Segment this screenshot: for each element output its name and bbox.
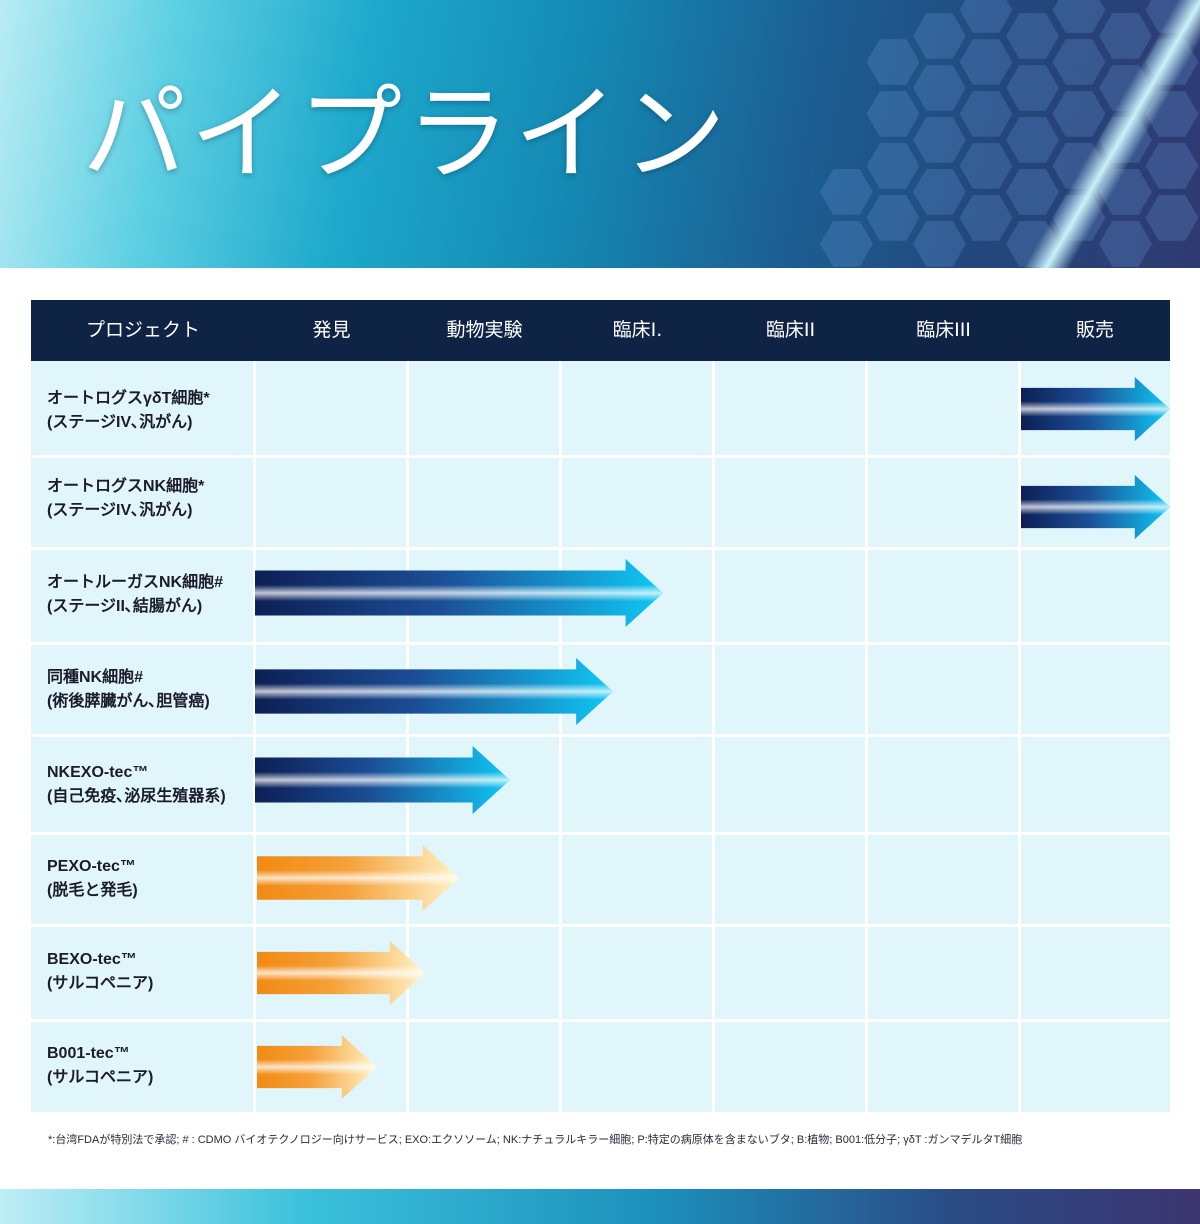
progress-arrow (255, 746, 510, 814)
project-indication: (サルコペニア) (47, 975, 154, 992)
hexagon-decoration (959, 0, 1013, 33)
project-name: BEXO-tec™ (サルコペニア) (47, 948, 153, 996)
hexagon-decoration (959, 39, 1013, 85)
project-title: BEXO-tec™ (47, 951, 137, 968)
pipeline-table: プロジェクト 発見 動物実験 臨床I. 臨床II 臨床III 販売 オートログス… (31, 300, 1170, 1112)
hexagon-decoration (866, 39, 920, 85)
arrow-sheen (1021, 475, 1170, 539)
hexagon-decoration (1052, 39, 1106, 85)
grid-line (31, 547, 1170, 550)
hexagon-decoration (1006, 65, 1059, 111)
project-name: PEXO-tec™ (脱毛と発毛) (47, 855, 138, 903)
footer-band-decoration (0, 1189, 1200, 1224)
column-header-clinical-1: 臨床I. (612, 319, 663, 341)
progress-arrow (257, 941, 425, 1005)
hexagon-decoration (866, 91, 920, 137)
project-title: オートルーガスNK細胞# (47, 574, 224, 591)
grid-line (31, 642, 1170, 645)
project-name: 同種NK細胞# (術後膵臓がん､胆管癌) (47, 666, 210, 714)
page-title: パイプライン (82, 73, 731, 195)
project-indication: (ステージIV､汎がん) (47, 414, 193, 431)
column-header-animal-study: 動物実験 (446, 319, 523, 341)
project-indication: (サルコペニア) (47, 1069, 154, 1086)
hexagon-decoration (1006, 13, 1059, 59)
hexagon-decoration (1006, 169, 1059, 215)
project-indication: (ステージII､結腸がん) (47, 598, 203, 615)
progress-arrow (1021, 377, 1170, 441)
hexagon-decoration (913, 13, 966, 59)
arrow-sheen (255, 658, 613, 725)
column-header-clinical-3: 臨床III (916, 319, 971, 341)
project-indication: (ステージIV､汎がん) (47, 502, 193, 519)
grid-line (31, 924, 1170, 927)
project-name: B001-tec™ (サルコペニア) (47, 1042, 153, 1090)
hexagon-decoration (913, 169, 966, 215)
project-indication: (自己免疫､泌尿生殖器系) (47, 788, 226, 805)
arrow-sheen (255, 559, 663, 627)
arrow-sheen (257, 845, 459, 911)
progress-arrow (1021, 475, 1170, 539)
hexagon-decoration (959, 195, 1013, 241)
project-name: オートルーガスNK細胞# (ステージII､結腸がん) (47, 571, 223, 619)
footnote: *:台湾FDAが特別法で承認; # : CDMO バイオテクノロジー向けサービス… (48, 1134, 1023, 1146)
header-banner: パイプライン (0, 0, 1200, 268)
progress-arrow (255, 559, 663, 627)
hexagon-decoration (959, 143, 1013, 189)
hexagon-decoration (1052, 0, 1106, 33)
project-name: オートログスNK細胞* (ステージIV､汎がん) (47, 475, 204, 523)
arrow-sheen (255, 746, 510, 814)
project-indication: (術後膵臓がん､胆管癌) (47, 693, 210, 710)
hexagon-decoration (820, 169, 873, 215)
project-title: NKEXO-tec™ (47, 764, 149, 781)
arrow-sheen (1021, 377, 1170, 441)
project-title: オートログスNK細胞* (47, 478, 205, 495)
column-header-sales: 販売 (1075, 319, 1114, 341)
hexagon-decoration (820, 221, 873, 267)
grid-line (31, 832, 1170, 835)
progress-arrow (257, 1035, 377, 1099)
project-title: 同種NK細胞# (47, 669, 144, 686)
hexagon-decoration (866, 143, 920, 189)
hexagon-decoration (1145, 195, 1199, 241)
project-name: オートログスγδT細胞* (ステージIV､汎がん) (47, 387, 210, 435)
project-title: B001-tec™ (47, 1045, 130, 1062)
project-title: オートログスγδT細胞* (47, 390, 210, 407)
hexagon-decoration (913, 117, 966, 163)
hexagon-decoration (913, 65, 966, 111)
hexagon-decoration (866, 195, 920, 241)
column-header-project: プロジェクト (85, 319, 200, 341)
grid-line (31, 455, 1170, 458)
project-title: PEXO-tec™ (47, 858, 136, 875)
progress-arrow (257, 845, 459, 911)
hexagon-decoration (1006, 117, 1059, 163)
column-header-discovery: 発見 (312, 319, 351, 341)
progress-arrow (255, 658, 613, 725)
hexagon-decoration (1145, 143, 1199, 189)
table-header: プロジェクト 発見 動物実験 臨床I. 臨床II 臨床III 販売 (31, 300, 1170, 361)
grid-line (31, 734, 1170, 737)
hexagon-decoration (959, 91, 1013, 137)
hexagon-decoration (913, 221, 966, 267)
arrow-sheen (257, 941, 425, 1005)
column-header-clinical-2: 臨床II (765, 319, 816, 341)
arrow-sheen (257, 1035, 377, 1099)
hexagon-decoration (1099, 13, 1152, 59)
project-indication: (脱毛と発毛) (47, 882, 138, 899)
grid-line (31, 1019, 1170, 1022)
project-name: NKEXO-tec™ (自己免疫､泌尿生殖器系) (47, 761, 226, 809)
hexagon-decoration (1099, 221, 1152, 267)
hexagon-decoration (1052, 91, 1106, 137)
